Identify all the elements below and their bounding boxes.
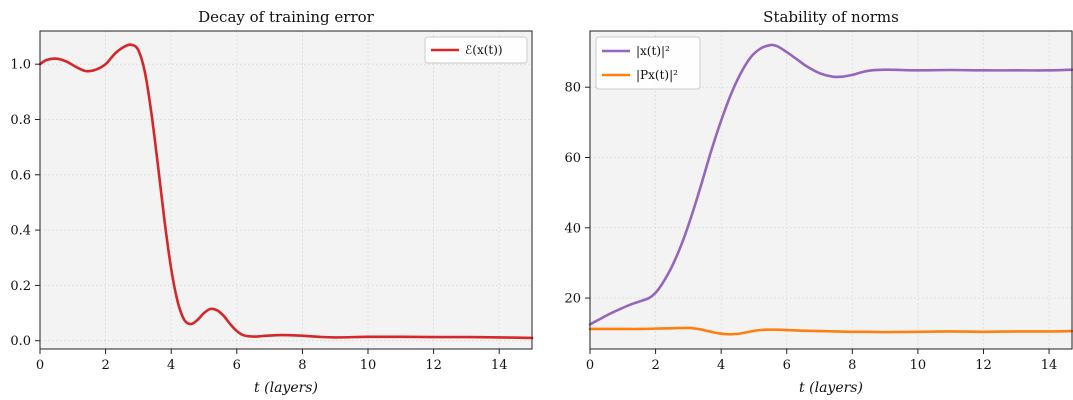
right-x-tick-label: 0 — [586, 358, 594, 373]
left-y-tick-label: 0.6 — [10, 168, 31, 183]
left-legend-box — [424, 36, 528, 64]
right-y-tick-label: 40 — [564, 221, 581, 236]
left-x-tick-label: 0 — [36, 358, 44, 373]
left-x-tick-label: 6 — [233, 358, 241, 373]
left-x-tick-label: 10 — [360, 358, 377, 373]
left-y-tick-label: 0.4 — [10, 224, 31, 239]
right-y-tick-label: 60 — [564, 151, 581, 166]
right-x-tick-label: 2 — [651, 358, 659, 373]
right-legend: |x(t)|² |Px(t)|² — [595, 36, 701, 90]
right-x-tick-label: 10 — [910, 358, 927, 373]
left-x-tick-label: 14 — [491, 358, 508, 373]
left-y-tick-label: 0.8 — [10, 113, 31, 128]
left-ticks: 0 2 4 6 8 10 12 14 0.0 0.2 0.4 0.6 0.8 1.0 — [10, 58, 507, 373]
right-series-line-1 — [588, 43, 1073, 326]
right-x-tick-label: 12 — [975, 358, 992, 373]
left-x-tick-label: 2 — [101, 358, 109, 373]
right-chart-title: Stability of norms — [763, 8, 899, 26]
right-x-tick-label: 14 — [1041, 358, 1058, 373]
right-legend-label-1: |x(t)|² — [636, 44, 670, 58]
left-legend-label: ℰ(x(t)) — [465, 43, 503, 57]
left-plot-frame — [39, 30, 533, 350]
right-x-axis-label: t (layers) — [799, 380, 863, 396]
right-legend-label-2: |Px(t)|² — [636, 68, 678, 82]
right-ticks: 0 2 4 6 8 10 12 14 20 40 60 80 — [564, 81, 1057, 373]
right-x-tick-label: 6 — [783, 358, 791, 373]
left-lines — [38, 43, 534, 340]
right-x-tick-label: 4 — [717, 358, 725, 373]
left-series-line-1 — [38, 43, 534, 340]
right-plot-frame — [589, 30, 1073, 350]
left-plot-area — [40, 31, 532, 349]
left-x-tick-label: 4 — [167, 358, 175, 373]
left-panel: 0 2 4 6 8 10 12 14 0.0 0.2 0.4 0.6 0.8 1.0 Decay of t… — [10, 8, 534, 396]
left-x-axis-label: t (layers) — [254, 380, 318, 396]
left-y-tick-label: 1.0 — [10, 58, 31, 73]
left-y-tick-label: 0.2 — [10, 279, 31, 294]
left-chart-title: Decay of training error — [198, 8, 375, 26]
right-series-line-2 — [588, 326, 1073, 336]
right-x-tick-label: 8 — [848, 358, 856, 373]
right-y-tick-label: 20 — [564, 292, 581, 307]
right-panel: 0 2 4 6 8 10 12 14 20 40 60 80 Stability of norms t… — [564, 8, 1073, 396]
left-y-tick-label: 0.0 — [10, 334, 31, 349]
left-x-tick-label: 8 — [298, 358, 306, 373]
left-legend: ℰ(x(t)) — [424, 36, 528, 64]
right-lines — [588, 43, 1073, 336]
left-grid — [39, 31, 532, 349]
right-y-tick-label: 80 — [564, 81, 581, 96]
left-x-tick-label: 12 — [425, 358, 442, 373]
